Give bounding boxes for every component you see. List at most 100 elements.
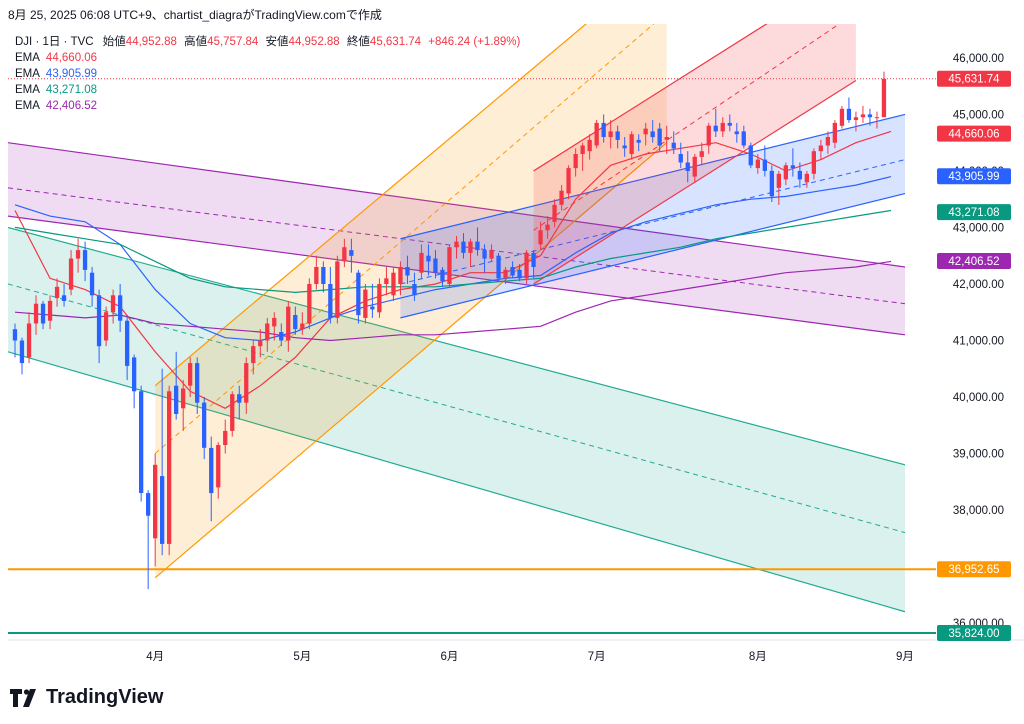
candle-body [818,145,823,152]
candle-body [573,154,578,169]
candle-body [118,295,123,321]
candle-body [405,267,410,276]
candle-body [706,125,711,146]
candle-body [447,247,452,284]
y-tick-label: 41,000.00 [953,335,1004,347]
price-label: 36,952.65 [948,564,999,576]
candle-body [96,295,102,347]
change-value: +846.24 (+1.89%) [428,36,521,48]
candle-body [601,122,606,137]
high-value: 45,757.84 [207,36,259,48]
channel-red-midline [533,24,841,231]
candle-body [286,306,291,341]
candle-body [125,320,130,366]
candle-body [825,137,830,146]
candle-body [783,165,788,180]
ema-value: 43,271.08 [45,84,98,96]
tradingview-brand: TradingView [46,686,164,708]
candle-body [503,269,508,279]
channel-orange-midline [154,24,655,454]
ema-line [14,130,892,409]
candle-body [47,300,53,321]
candle-body [419,252,424,273]
candle-body [363,289,368,318]
candle-body [566,168,571,194]
horizontal-lines[interactable] [8,78,936,634]
candle-body [629,134,634,154]
candle-body [867,114,873,118]
ema-legend-row[interactable]: EMA 43,905.99 [15,66,520,82]
candle-body [153,464,158,539]
candle-body [160,476,165,544]
ema-label: EMA [15,100,40,112]
candle-body [594,122,599,146]
x-tick-label: 7月 [588,651,606,663]
candle-body [12,329,18,341]
candle-body [720,122,725,132]
y-tick-label: 38,000.00 [953,505,1004,517]
ema-lines [14,130,892,409]
ema-legend-row[interactable]: EMA 44,660.06 [15,50,520,66]
candle-body [482,250,487,259]
price-label-box [937,252,1011,269]
candle-body [741,131,746,146]
candle-body [237,394,242,403]
candle-body [61,295,67,301]
low-label: 安値 [265,36,289,48]
candle-body [279,332,284,341]
candle-body [356,272,361,316]
candle-body [75,250,81,259]
price-label-box [937,168,1011,185]
candle-body [132,357,137,392]
symbol-name[interactable]: DJI · 1日 · TVC [15,36,94,48]
ema-legend-row[interactable]: EMA 42,406.52 [15,98,520,114]
tradingview-logo[interactable]: TradingView [10,686,163,709]
candle-body [727,122,732,126]
candle-body [846,108,852,121]
candle-body [89,272,95,296]
candle-body [440,269,445,282]
ema-line [14,176,892,342]
candle-body [258,340,263,347]
candle-body [398,267,403,284]
ema-label: EMA [15,68,40,80]
ema-legend-row[interactable]: EMA 43,271.08 [15,82,520,98]
x-tick-label: 9月 [896,651,914,663]
candle-body [643,128,648,135]
channel-blue-midline [400,159,906,285]
candle-body [19,340,25,364]
time-axis[interactable]: 4月 5月 6月 7月 8月 9月 [8,639,1024,663]
channel-drawings[interactable] [8,0,906,613]
candle-body [748,145,753,166]
candle-body [622,145,627,149]
candle-body [636,139,641,143]
candle-body [54,286,60,299]
x-tick-label: 6月 [441,651,459,663]
candle-body [832,122,837,143]
chart-header: 8月 25, 2025 06:08 UTC+9、chartist_diagraが… [8,8,382,22]
candle-body [776,173,781,188]
channel-orange-upper [154,24,587,387]
candle-body [139,391,144,493]
candle-body [103,312,109,341]
candle-body [608,131,613,138]
candle-body [580,145,585,154]
candle-body [33,303,39,324]
price-label: 45,631.74 [948,74,1000,86]
candle-body [790,165,795,169]
candle-body [839,108,845,126]
symbol-row[interactable]: DJI · 1日 · TVC 始値44,952.88 高値45,757.84 安… [15,34,520,50]
candle-body [293,315,298,330]
candle-body [769,170,774,197]
candle-body [223,430,228,445]
channel-blue-upper [400,113,906,240]
candle-body [230,394,235,431]
candle-body [181,388,186,409]
candle-body [853,117,859,120]
candle-body [68,258,74,290]
channel-teal-upper [8,226,906,466]
channel-orange-lower [154,142,668,579]
candle-body [349,250,354,256]
price-chart[interactable]: 46,000.0045,000.0044,000.0043,000.0042,0… [0,0,1024,680]
channel-purple-upper [8,142,906,268]
